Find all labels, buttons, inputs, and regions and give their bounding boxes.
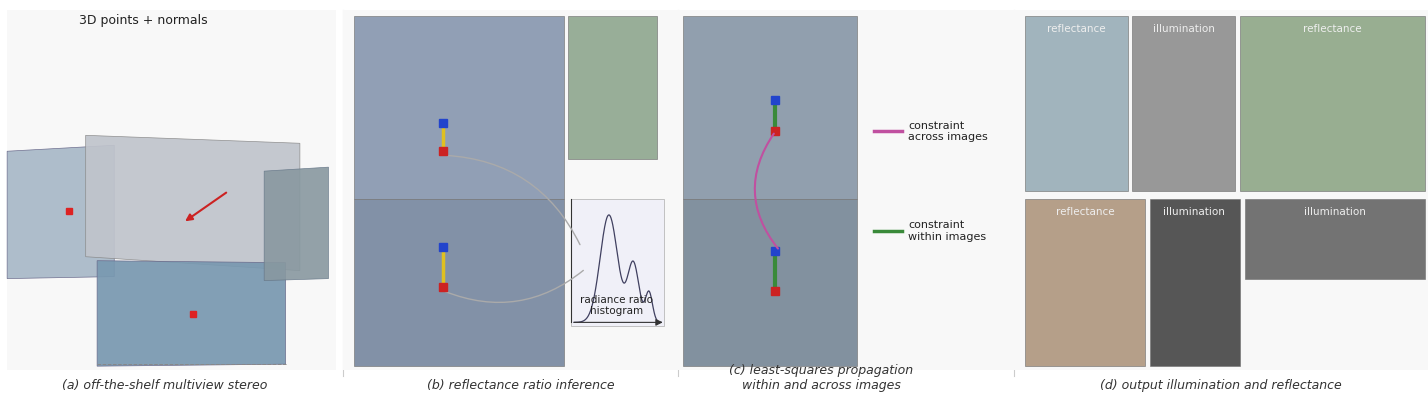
Bar <box>683 199 857 366</box>
Text: reflectance: reflectance <box>1047 24 1107 34</box>
Polygon shape <box>97 261 286 366</box>
FancyArrowPatch shape <box>446 155 580 245</box>
Text: illumination: illumination <box>1162 207 1225 217</box>
Bar <box>568 16 657 159</box>
Bar <box>1025 199 1145 366</box>
Text: constraint
within images: constraint within images <box>908 220 987 242</box>
FancyArrowPatch shape <box>755 134 778 249</box>
Bar <box>1245 199 1425 279</box>
Bar <box>683 16 857 199</box>
Text: radiance ratio
histogram: radiance ratio histogram <box>580 295 654 316</box>
Bar <box>354 16 564 199</box>
Text: reflectance: reflectance <box>1302 24 1362 34</box>
Text: 3D points + normals: 3D points + normals <box>79 14 207 27</box>
Text: illumination: illumination <box>1152 24 1215 34</box>
Bar <box>343 10 678 370</box>
Bar <box>678 10 1014 370</box>
Text: illumination: illumination <box>1304 207 1367 217</box>
Text: (d) output illumination and reflectance: (d) output illumination and reflectance <box>1100 379 1342 392</box>
Bar <box>1150 199 1240 366</box>
Bar <box>354 199 564 366</box>
FancyArrowPatch shape <box>446 270 583 302</box>
Text: reflectance: reflectance <box>1055 207 1115 217</box>
Polygon shape <box>264 167 328 281</box>
Text: (c) least-squares propagation
within and across images: (c) least-squares propagation within and… <box>730 364 912 392</box>
Bar <box>1132 16 1235 191</box>
Bar <box>1014 10 1428 370</box>
Text: constraint
across images: constraint across images <box>908 121 988 142</box>
Polygon shape <box>7 145 114 279</box>
Bar <box>571 199 664 326</box>
Bar <box>1240 16 1425 191</box>
Bar <box>1025 16 1128 191</box>
Bar <box>7 10 336 370</box>
Text: (a) off-the-shelf multiview stereo: (a) off-the-shelf multiview stereo <box>61 379 267 392</box>
Text: (b) reflectance ratio inference: (b) reflectance ratio inference <box>427 379 615 392</box>
Polygon shape <box>86 135 300 271</box>
